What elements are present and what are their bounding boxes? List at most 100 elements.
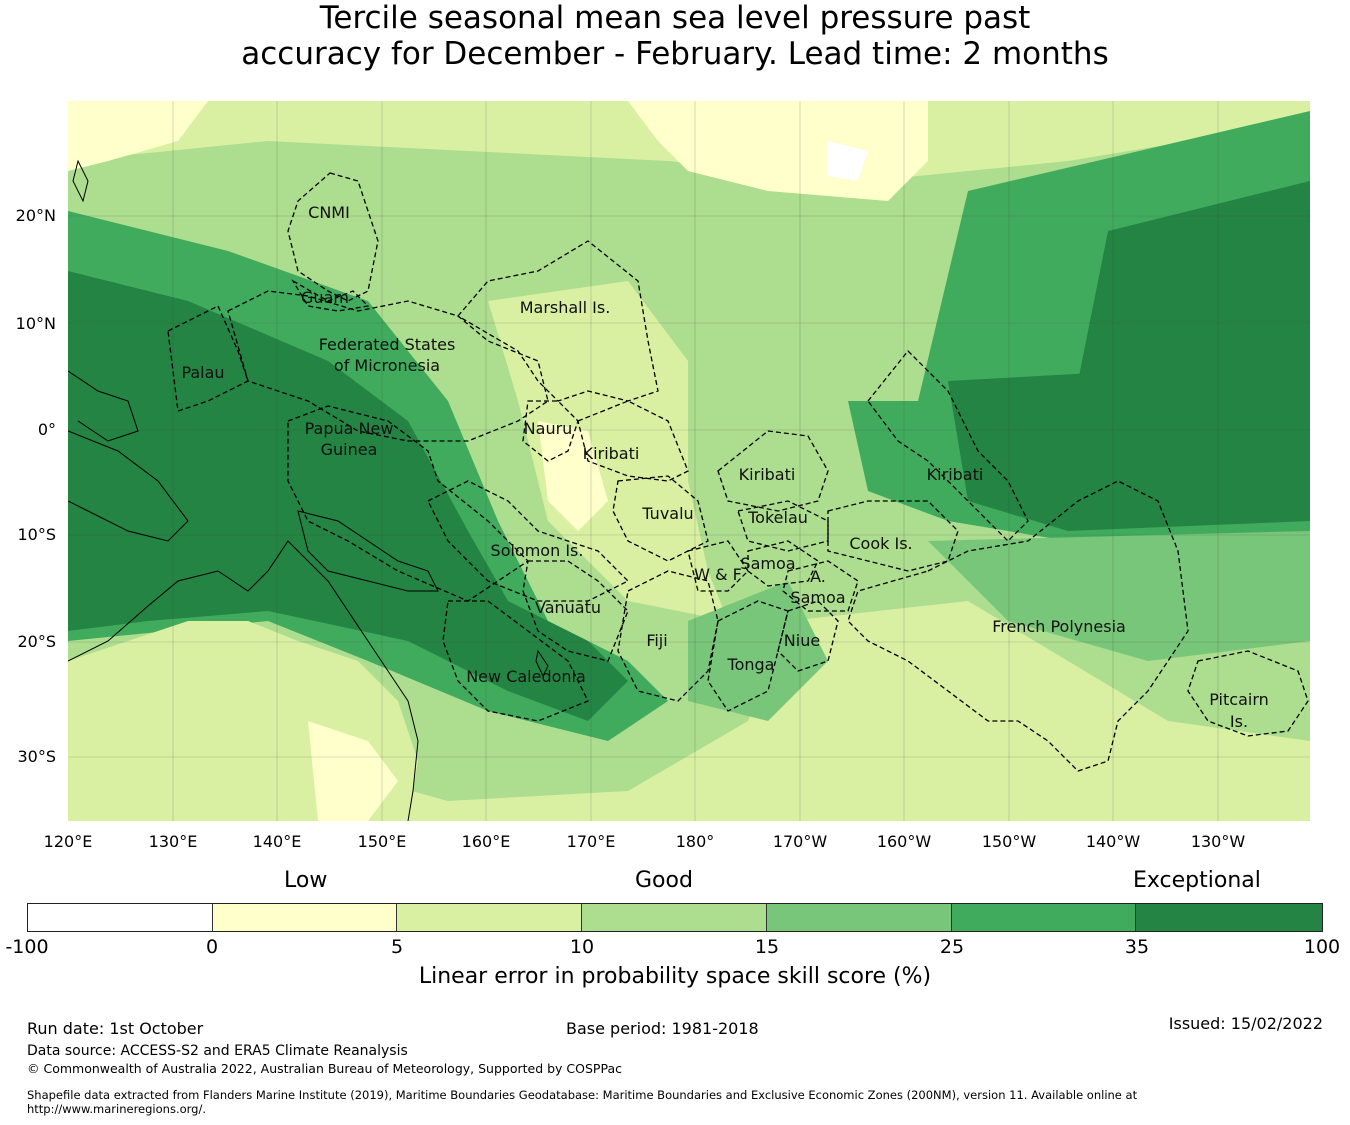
lon-label-150w: 150°W [981, 832, 1037, 851]
colorbar-seg-0-5 [212, 904, 398, 931]
colorbar [27, 903, 1323, 932]
label-french-polynesia: French Polynesia [992, 617, 1126, 636]
label-cook: Cook Is. [849, 534, 912, 553]
boundary-guam [291, 279, 370, 312]
category-exceptional: Exceptional [1133, 868, 1261, 893]
colorbar-seg-15-25 [766, 904, 952, 931]
boundary-fiji [617, 570, 719, 702]
label-vanuatu: Vanuatu [535, 598, 601, 617]
boundary-french-polynesia [847, 480, 1189, 772]
boundary-new-caledonia [442, 600, 589, 722]
coastlines [67, 159, 549, 822]
indonesia-coast [67, 430, 189, 542]
lat-label-30s: 30°S [17, 747, 56, 766]
title-line-1: Tercile seasonal mean sea level pressure… [319, 0, 1031, 36]
colorbar-title: Linear error in probability space skill … [418, 964, 932, 989]
copyright: © Commonwealth of Australia 2022, Austra… [27, 1061, 622, 1076]
lat-label-10n: 10°N [15, 314, 56, 333]
australia-coast [67, 540, 419, 822]
colorbar-seg-25-35 [951, 904, 1137, 931]
colorbar-seg-neg [28, 904, 213, 931]
region-labels: CNMI Guam Marshall Is. Federated States … [181, 203, 1268, 731]
label-kiribati-east: Kiribati [927, 465, 984, 484]
colorbar-seg-5-10 [397, 904, 583, 931]
label-fsm-2: of Micronesia [334, 356, 440, 375]
zone-15-25-fiji [688, 581, 828, 721]
colorbar-seg-10-15 [582, 904, 767, 931]
boundary-asamoa [782, 560, 859, 612]
category-good: Good [635, 868, 693, 893]
lon-label-130w: 130°W [1190, 832, 1246, 851]
label-niue: Niue [784, 631, 820, 650]
tick-label: 35 [1124, 936, 1150, 958]
philippines-coast [67, 370, 139, 442]
boundary-wf [687, 540, 749, 592]
lat-label-20s: 20°S [17, 632, 56, 651]
label-pitcairn-1: Pitcairn [1209, 690, 1269, 709]
gridlines [68, 101, 1310, 821]
lon-label-130e: 130°E [148, 832, 198, 851]
lat-label-10s: 10°S [17, 525, 56, 544]
lon-label-140w: 140°W [1085, 832, 1141, 851]
base-period: Base period: 1981-2018 [566, 1019, 759, 1038]
tick-label: 15 [754, 936, 780, 958]
boundary-palau [167, 305, 249, 412]
boundary-niue [777, 600, 839, 672]
label-fiji: Fiji [646, 631, 667, 650]
colorbar-seg-35-100 [1136, 904, 1323, 931]
boundary-fsm [227, 290, 549, 442]
label-png-2: Guinea [321, 440, 378, 459]
category-low: Low [284, 868, 328, 893]
new-guinea-coast [297, 510, 439, 592]
boundary-vanuatu [522, 560, 629, 662]
label-kiribati-west: Kiribati [583, 444, 640, 463]
label-samoa: Samoa [740, 554, 795, 573]
tick-label: 5 [390, 936, 404, 958]
lon-label-180: 180° [675, 832, 715, 851]
zone-0-5-northwest [68, 101, 208, 171]
label-marshall: Marshall Is. [520, 298, 611, 317]
label-tuvalu: Tuvalu [641, 504, 693, 523]
lat-label-0: 0° [37, 420, 56, 439]
label-pitcairn-2: Is. [1230, 712, 1248, 731]
label-png-1: Papua New [305, 419, 394, 438]
label-nauru: Nauru [524, 419, 573, 438]
title-line-2: accuracy for December - February. Lead t… [241, 36, 1109, 72]
label-new-caledonia: New Caledonia [466, 667, 586, 686]
data-source: Data source: ACCESS-S2 and ERA5 Climate … [27, 1043, 408, 1059]
boundary-marshall [456, 240, 659, 402]
shapefile-url: http://www.marineregions.org/. [27, 1102, 206, 1116]
lat-label-20n: 20°N [15, 206, 56, 225]
taiwan-coast [72, 159, 89, 203]
eez-boundaries [167, 172, 1309, 772]
lon-label-140e: 140°E [252, 832, 302, 851]
zone-0-5-australia [308, 721, 398, 821]
boundary-nauru [522, 400, 579, 462]
lon-label-120e: 120°E [43, 832, 93, 851]
label-cnmi: CNMI [308, 203, 350, 222]
label-kiribati-central: Kiribati [739, 465, 796, 484]
label-tonga: Tonga [727, 655, 775, 674]
label-fsm-1: Federated States [319, 335, 456, 354]
zone-negative-north [828, 141, 868, 181]
label-asamoa-2: Samoa [790, 588, 845, 607]
lon-label-170e: 170°E [566, 832, 616, 851]
chart-title: Tercile seasonal mean sea level pressure… [0, 0, 1350, 72]
lon-label-160w: 160°W [876, 832, 932, 851]
label-wf: W & F [694, 565, 742, 584]
zone-5-10-south [68, 601, 1310, 821]
lon-label-150e: 150°E [357, 832, 407, 851]
new-caledonia-coast [535, 649, 549, 678]
zone-exceptional-west [68, 271, 628, 721]
zone-exceptional-equatorial [948, 361, 1310, 531]
tick-label: -100 [5, 936, 49, 958]
label-solomon: Solomon Is. [491, 541, 584, 560]
tick-label: 100 [1303, 936, 1341, 958]
zone-5-10-central [488, 281, 728, 621]
label-palau: Palau [181, 363, 224, 382]
boundary-cnmi [287, 172, 379, 302]
boundary-samoa [747, 540, 819, 587]
boundary-kiribati-central [717, 430, 829, 512]
boundary-solomon [427, 480, 630, 602]
run-date: Run date: 1st October [27, 1019, 204, 1038]
